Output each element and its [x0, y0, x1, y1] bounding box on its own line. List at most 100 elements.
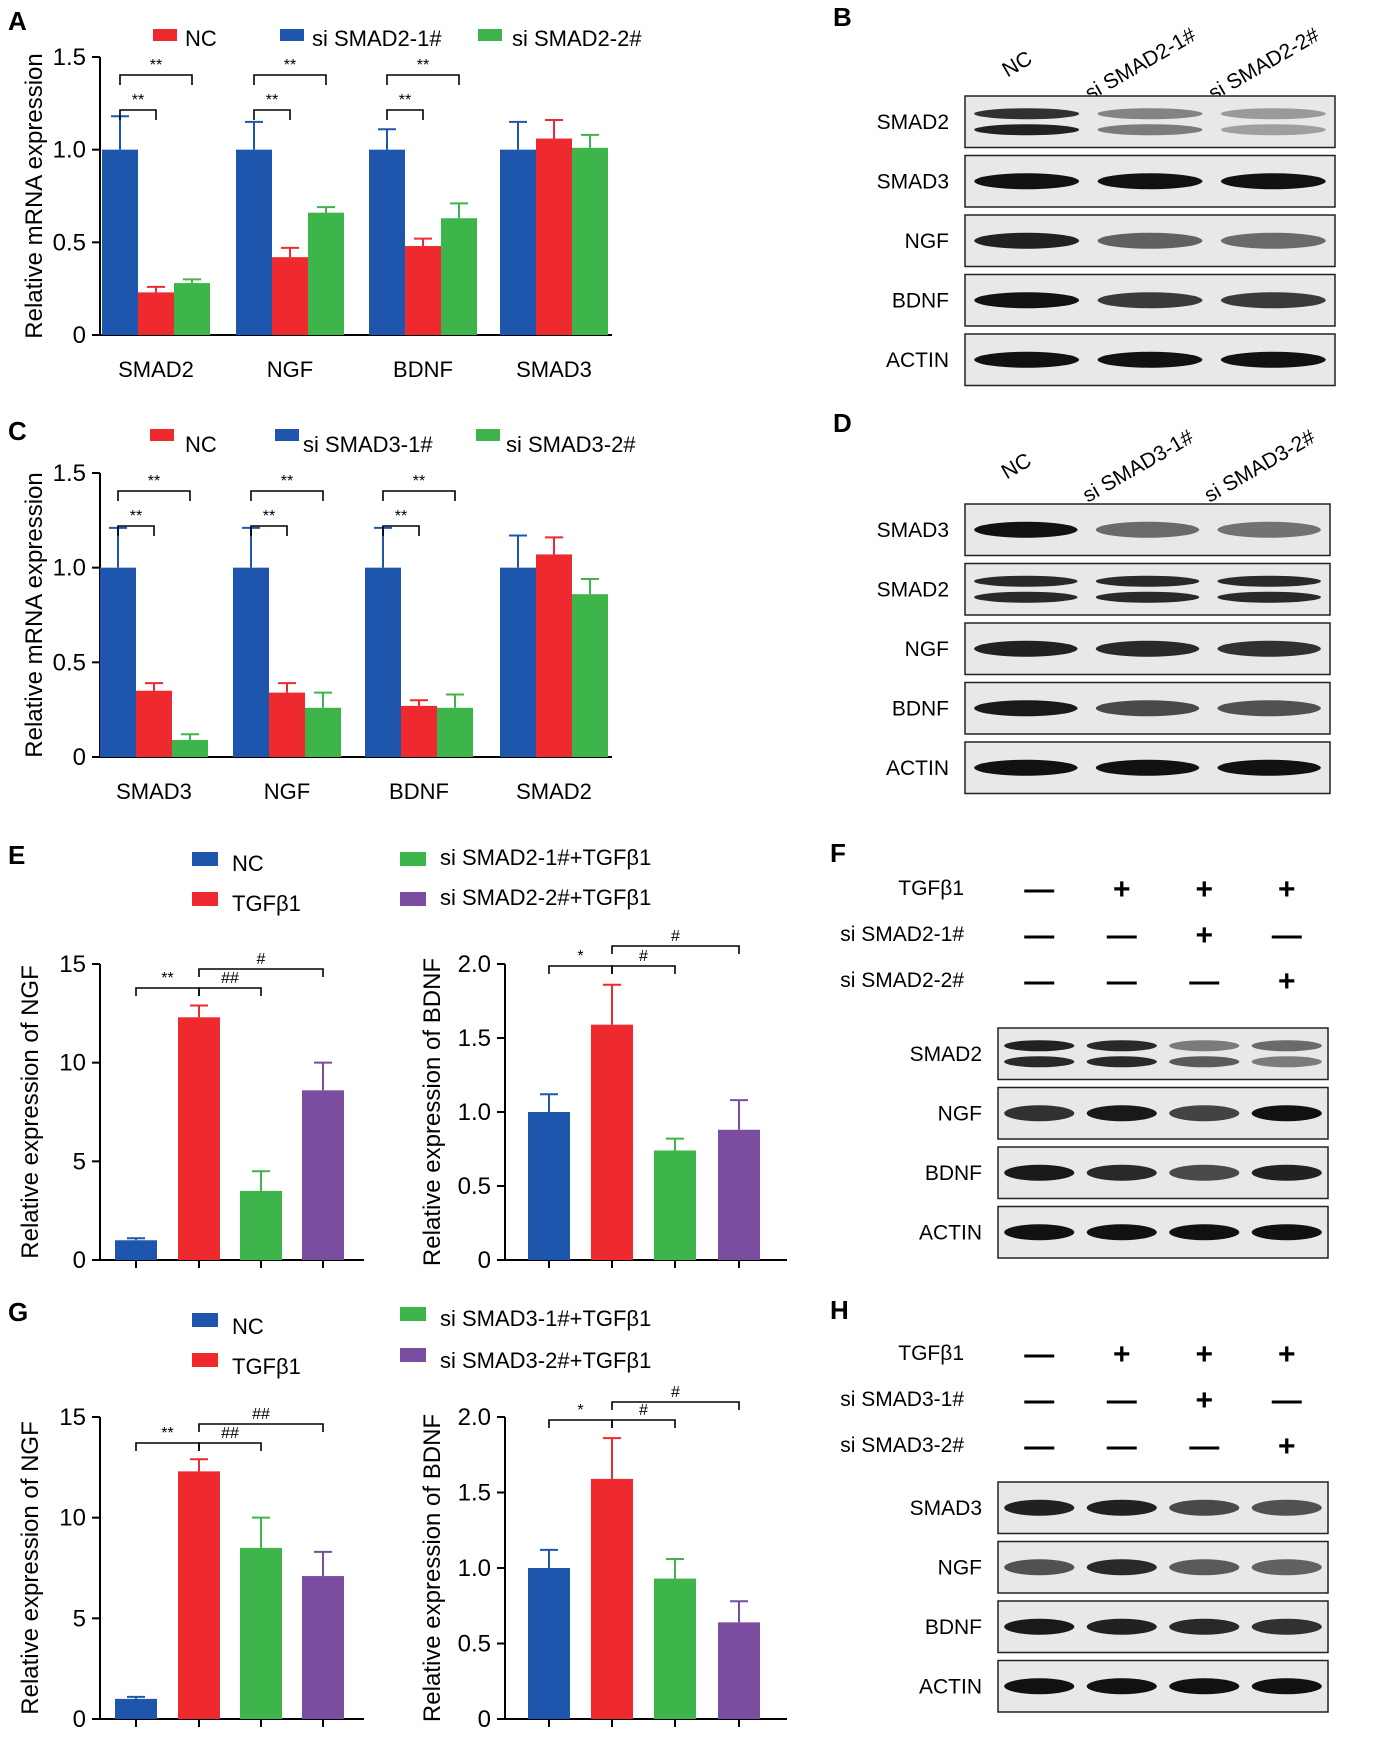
legend-entry: TGFβ1 [232, 1354, 301, 1379]
significance-bracket [119, 109, 157, 120]
legend-swatch [192, 1353, 218, 1367]
bar-red [591, 1478, 633, 1719]
band [1004, 1499, 1075, 1516]
condition-sign: — [1189, 965, 1219, 998]
bar-green [240, 1190, 282, 1260]
significance-bracket [198, 1442, 262, 1451]
bar-green [441, 218, 477, 335]
legend-swatch [476, 429, 500, 441]
protein-label: BDNF [892, 697, 949, 720]
protein-label: BDNF [925, 1162, 982, 1185]
band [1086, 1678, 1157, 1695]
band [1217, 700, 1321, 717]
legend-entry: si SMAD2-1#+TGFβ1 [440, 845, 651, 870]
significance-bracket [250, 525, 288, 536]
bar-red [178, 1017, 220, 1260]
band [1097, 124, 1203, 136]
band [1086, 1056, 1157, 1068]
significance-bracket [386, 109, 424, 120]
band [1095, 640, 1200, 657]
significance-bracket [611, 945, 740, 954]
band [974, 700, 1078, 717]
band [1251, 1040, 1322, 1052]
condition-label: si SMAD2-2# [840, 969, 964, 992]
panel-label: G [8, 1297, 28, 1327]
bar-blue [100, 567, 136, 757]
band [1169, 1499, 1240, 1516]
band [974, 640, 1078, 657]
band [1004, 1224, 1075, 1241]
bar-green [654, 1150, 696, 1260]
significance-label: ** [161, 970, 173, 987]
band [1086, 1224, 1157, 1241]
bar-blue [115, 1698, 157, 1719]
y-tick-label: 0.5 [458, 1173, 491, 1200]
band [1095, 591, 1200, 603]
band [1251, 1164, 1322, 1181]
band [1097, 173, 1203, 190]
significance-label: # [671, 928, 680, 945]
bar-purple [718, 1129, 760, 1260]
bar-green [572, 147, 608, 335]
band [1220, 351, 1326, 368]
protein-label: NGF [905, 230, 949, 253]
significance-bracket [253, 109, 291, 120]
band [1251, 1105, 1322, 1122]
bar-red [591, 1024, 633, 1260]
legend-swatch [192, 1313, 218, 1327]
legend-swatch [400, 1348, 426, 1362]
blot-panel-H: H TGFβ1 — + + + si SMAD3-1# — — + — si SMAD3-2# — — — +… [830, 1295, 1329, 1713]
band [1095, 759, 1200, 776]
significance-label: * [577, 1402, 583, 1419]
y-tick-label: 15 [59, 951, 86, 978]
y-tick-label: 5 [73, 1605, 86, 1632]
protein-label: SMAD2 [877, 578, 949, 601]
band [1004, 1040, 1075, 1052]
band [1217, 521, 1321, 538]
legend-swatch [192, 852, 218, 866]
condition-sign: + [1278, 965, 1296, 998]
chart-panel-G-ngf: G 0 5 10 15 Relative expression of NGF ** ## ## N… [8, 1297, 651, 1733]
significance-label: * [577, 948, 583, 965]
category-label: SMAD3 [116, 779, 192, 804]
significance-bracket [119, 74, 193, 85]
condition-sign: — [1107, 965, 1137, 998]
category-label: BDNF [393, 357, 453, 382]
band [974, 232, 1080, 249]
band [1004, 1056, 1075, 1068]
bar-blue [115, 1240, 157, 1260]
protein-label: ACTIN [919, 1221, 982, 1244]
condition-label: TGFβ1 [898, 1342, 964, 1365]
band [1169, 1559, 1240, 1576]
condition-sign: — [1024, 919, 1054, 952]
y-tick-label: 10 [59, 1505, 86, 1532]
legend-swatch [478, 29, 502, 41]
legend-entry: TGFβ1 [232, 891, 301, 916]
band [1220, 173, 1326, 190]
bar-green [305, 707, 341, 757]
band [1217, 575, 1321, 587]
significance-label: # [257, 951, 266, 968]
band [1251, 1224, 1322, 1241]
legend-swatch [275, 429, 299, 441]
band [1097, 351, 1203, 368]
bar-blue [500, 149, 536, 335]
significance-label: ** [132, 92, 144, 109]
y-tick-label: 1.0 [458, 1099, 491, 1126]
category-label: NGF [267, 357, 313, 382]
significance-bracket [198, 987, 262, 996]
band [974, 292, 1080, 309]
protein-label: ACTIN [919, 1675, 982, 1698]
bar-red [401, 705, 437, 757]
legend-swatch [400, 892, 426, 906]
significance-label: ** [395, 508, 407, 525]
band [1086, 1499, 1157, 1516]
bar-green [437, 707, 473, 757]
bar-red [178, 1471, 220, 1719]
panel-label: H [830, 1295, 849, 1325]
y-tick-label: 1.0 [458, 1555, 491, 1582]
band [974, 521, 1078, 538]
bar-blue [102, 149, 138, 335]
